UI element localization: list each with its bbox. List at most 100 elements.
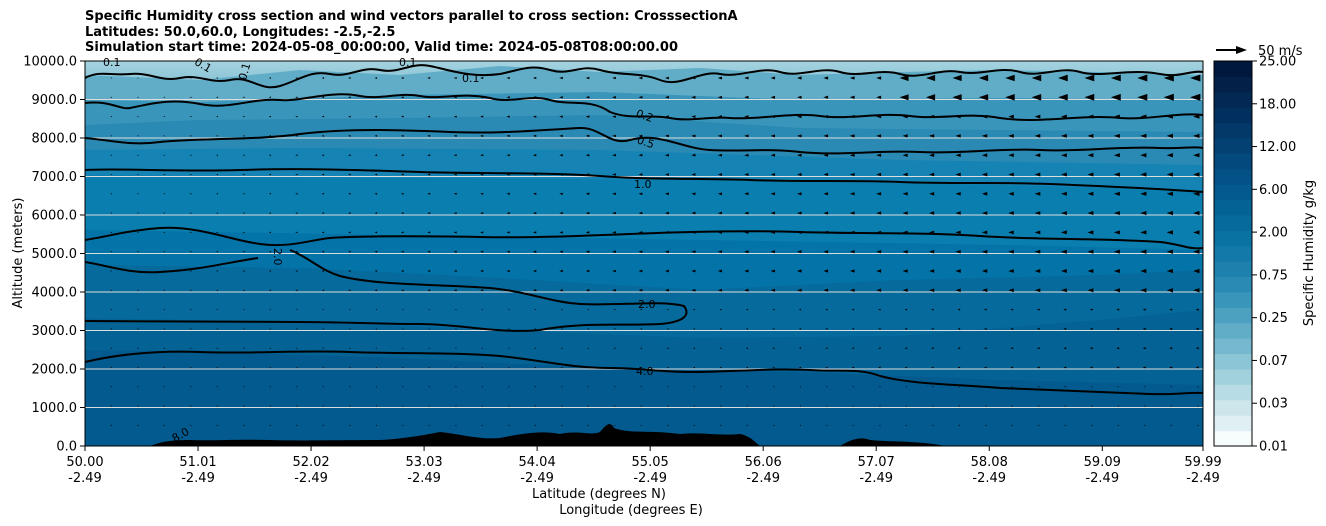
wind-vector xyxy=(400,192,404,195)
colorbar-tick-label: 12.00 xyxy=(1259,140,1296,155)
wind-vector xyxy=(136,116,139,118)
wind-vector xyxy=(612,250,616,253)
wind-vector xyxy=(691,250,696,254)
wind-vector xyxy=(612,231,616,234)
wind-vector xyxy=(1061,191,1067,196)
wind-vector xyxy=(321,212,325,214)
wind-vector xyxy=(453,289,457,292)
wind-vector xyxy=(638,76,643,80)
wind-vector xyxy=(216,251,218,253)
wind-vector xyxy=(216,328,218,330)
wind-vector xyxy=(453,173,457,176)
wind-vector xyxy=(666,366,669,369)
wind-vector xyxy=(1008,211,1014,216)
colorbar-segment xyxy=(1214,430,1252,447)
wind-vector xyxy=(216,386,218,388)
wind-vector xyxy=(321,135,325,137)
wind-vector xyxy=(321,231,325,234)
colorbar-segment xyxy=(1214,215,1252,231)
wind-vector xyxy=(981,269,988,273)
wind-vector xyxy=(189,173,192,176)
contour-label-0.1-d: 0.1 xyxy=(399,56,417,69)
colorbar-tick-label: 0.03 xyxy=(1259,397,1288,412)
wind-vector xyxy=(1196,424,1199,426)
wind-vector xyxy=(163,135,165,137)
wind-vector xyxy=(375,405,377,407)
wind-vector xyxy=(899,94,909,101)
wind-vector xyxy=(798,366,802,369)
wind-vector xyxy=(904,347,908,350)
wind-vector xyxy=(613,405,616,407)
wind-vector xyxy=(1005,94,1015,101)
wind-vector xyxy=(691,76,696,80)
wind-vector xyxy=(322,347,324,349)
wind-vector xyxy=(428,366,430,369)
wind-vector xyxy=(926,94,936,101)
wind-vector xyxy=(507,347,510,349)
wind-vector xyxy=(929,172,935,177)
wind-vector xyxy=(852,424,854,426)
wind-vector xyxy=(136,135,139,137)
wind-vector xyxy=(585,115,590,118)
wind-vector xyxy=(1008,288,1014,293)
wind-vector xyxy=(613,308,616,311)
wind-vector xyxy=(587,308,589,311)
x-tick-label-lat: 50.00 xyxy=(66,455,103,470)
wind-vector xyxy=(981,191,988,196)
colorbar xyxy=(1214,61,1252,447)
wind-vector xyxy=(823,192,829,196)
wind-vector xyxy=(981,249,988,254)
wind-vector xyxy=(876,153,882,157)
wind-vector xyxy=(878,328,881,330)
wind-vector xyxy=(560,405,563,407)
wind-vector xyxy=(374,192,378,195)
wind-vector xyxy=(929,114,935,119)
wind-vector xyxy=(1061,153,1067,158)
wind-vector xyxy=(268,193,271,195)
wind-vector xyxy=(400,289,404,292)
wind-vector xyxy=(1143,386,1146,388)
wind-vector xyxy=(798,347,802,349)
wind-vector xyxy=(957,308,961,311)
chart-title: Specific Humidity cross section and wind… xyxy=(85,9,738,56)
wind-vector xyxy=(295,386,298,388)
wind-vector xyxy=(136,251,139,253)
wind-vector xyxy=(929,249,935,254)
wind-vector xyxy=(876,211,882,215)
wind-vector xyxy=(481,347,483,349)
wind-vector xyxy=(1195,327,1199,331)
wind-vector xyxy=(612,96,616,99)
wind-vector xyxy=(1008,172,1014,177)
wind-vector xyxy=(772,366,775,369)
x-axis: 50.00-2.4951.01-2.4952.02-2.4953.03-2.49… xyxy=(66,446,1222,486)
wind-vector xyxy=(770,250,776,254)
x-tick-label-lat: 58.08 xyxy=(971,455,1008,470)
wind-vector xyxy=(375,347,377,349)
wind-vector xyxy=(981,114,988,119)
wind-vector xyxy=(717,288,722,292)
wind-vector xyxy=(876,172,882,177)
wind-vector xyxy=(981,172,988,177)
wind-vector xyxy=(640,328,642,330)
wind-vector xyxy=(480,250,484,253)
x-tick-label-lon: -2.49 xyxy=(181,471,215,486)
wind-vector xyxy=(1193,268,1200,274)
wind-vector xyxy=(295,270,298,272)
wind-vector xyxy=(692,366,695,369)
wind-vector xyxy=(400,77,404,79)
y-tick-label: 7000.0 xyxy=(32,170,78,185)
wind-vector xyxy=(295,193,298,195)
wind-vector xyxy=(136,173,139,176)
colorbar-tick-label: 0.25 xyxy=(1259,311,1288,326)
wind-vector xyxy=(585,231,590,234)
wind-vector xyxy=(849,134,855,138)
wind-vector xyxy=(427,134,431,137)
y-tick-label: 0.0 xyxy=(56,440,77,455)
wind-vector xyxy=(1190,74,1201,82)
wind-vector xyxy=(322,386,324,388)
wind-vector xyxy=(587,424,589,426)
wind-vector xyxy=(849,95,855,99)
wind-vector xyxy=(770,269,776,273)
wind-vector xyxy=(322,309,324,311)
wind-vector xyxy=(268,250,271,253)
